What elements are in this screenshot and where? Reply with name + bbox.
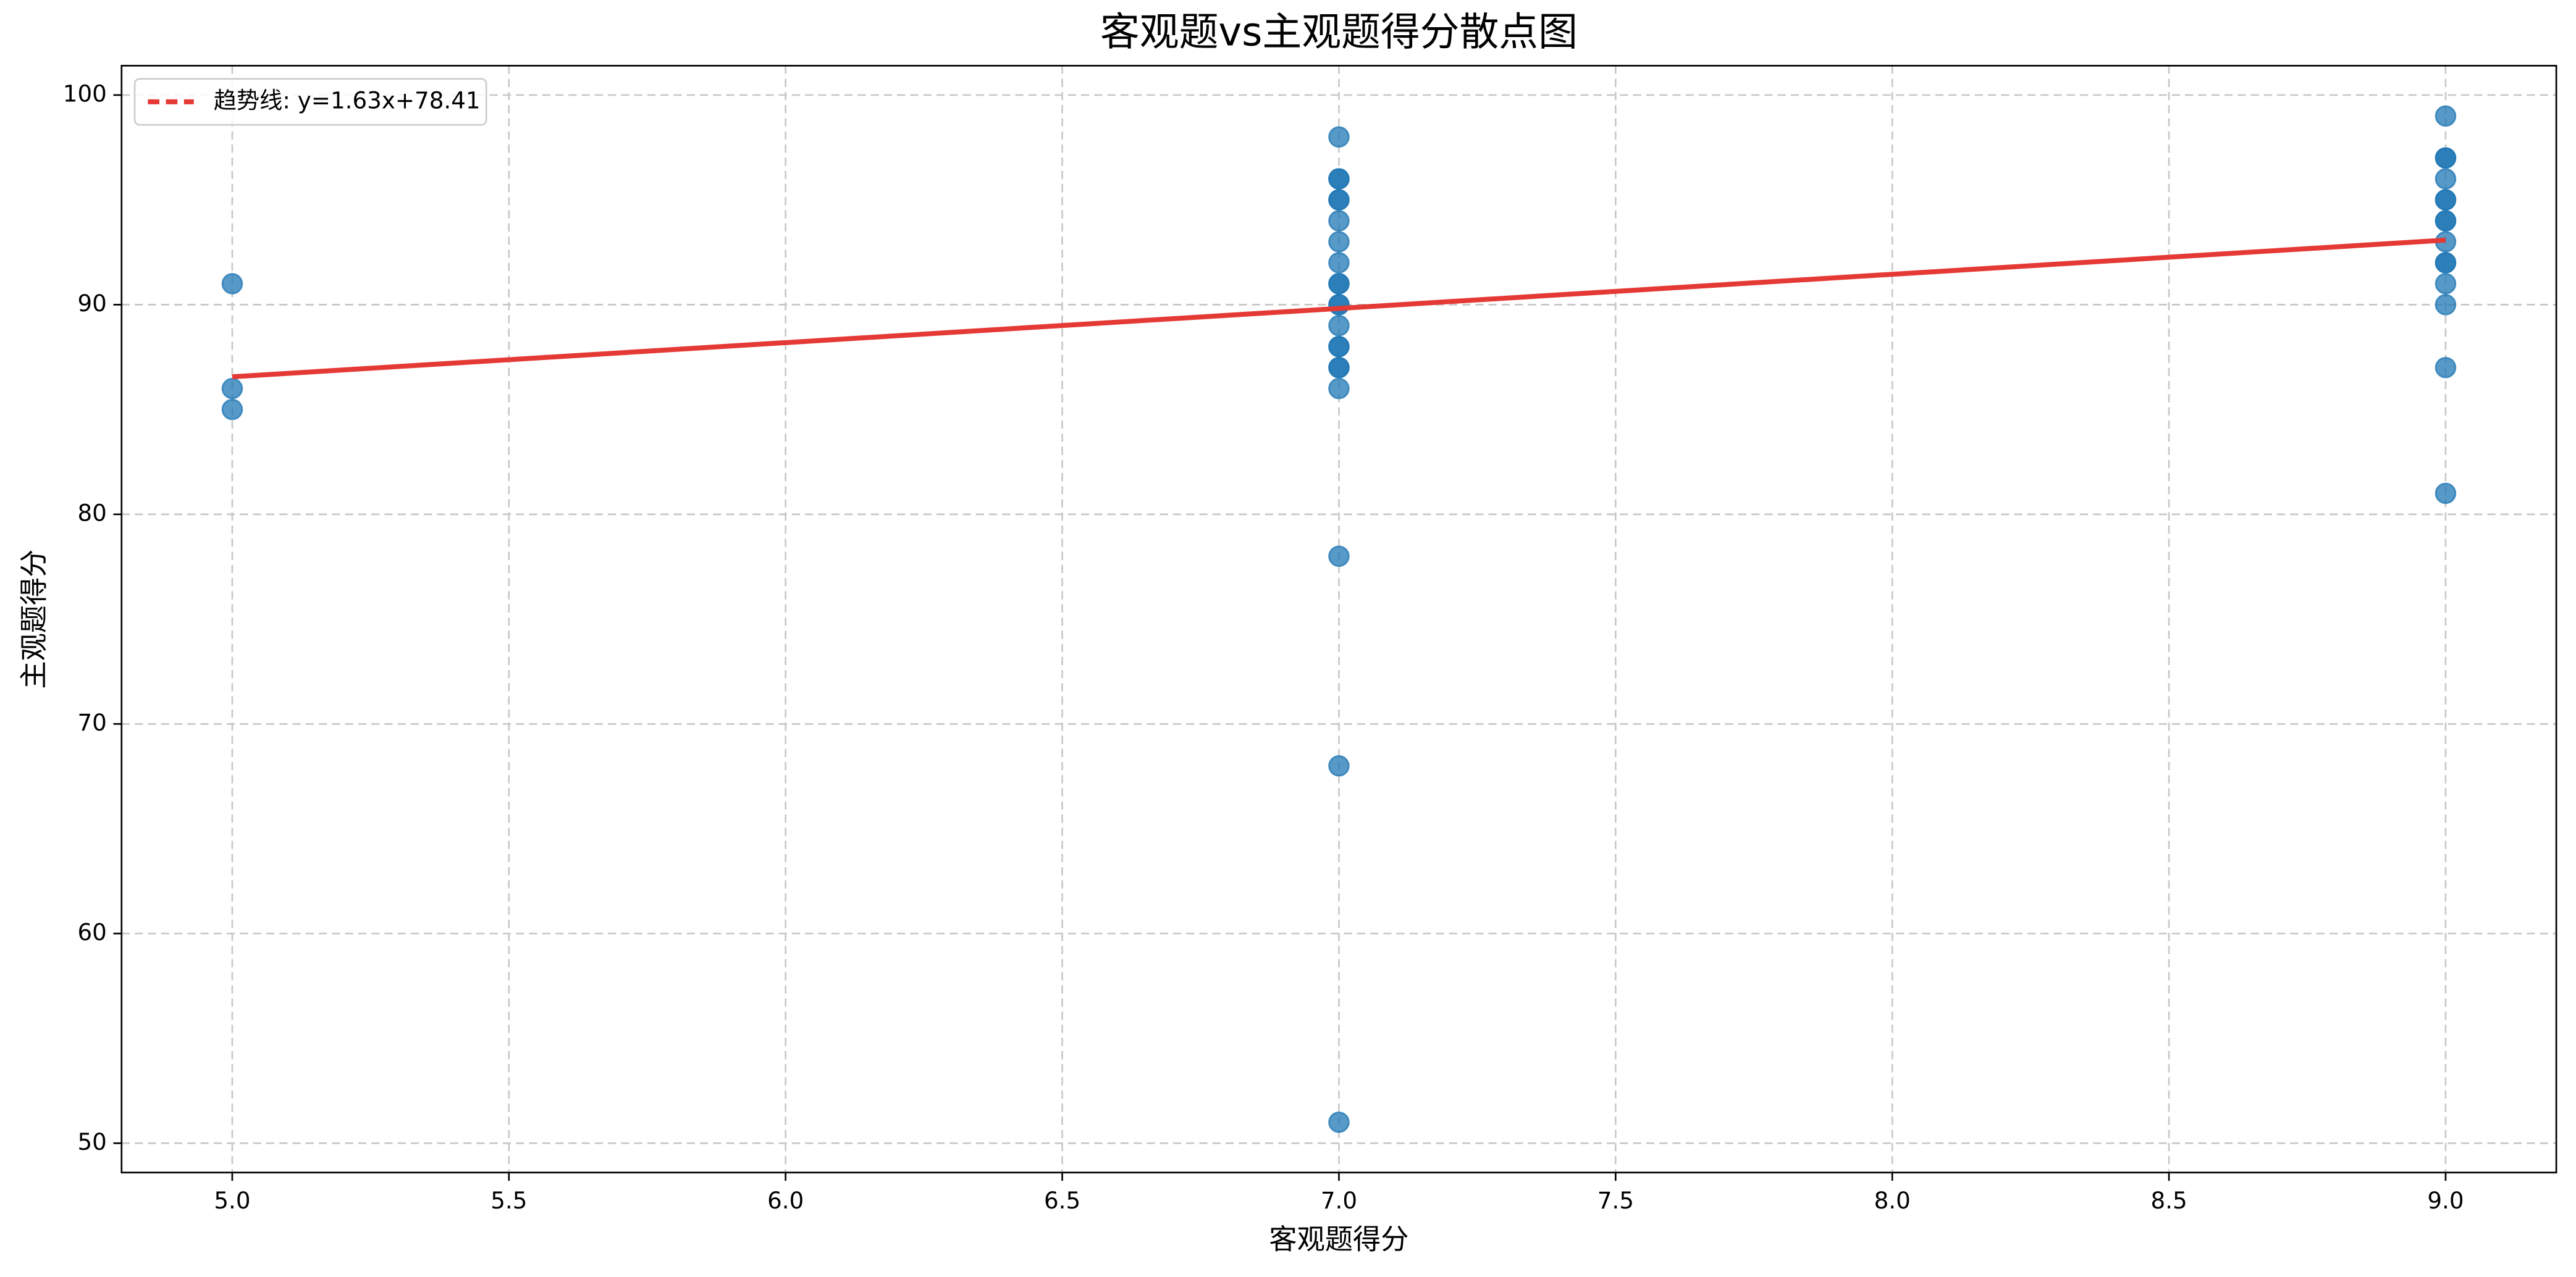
scatter-point [1328, 231, 1350, 253]
scatter-point [1328, 755, 1350, 777]
y-axis-label: 主观题得分 [18, 550, 51, 689]
scatter-point [1328, 126, 1350, 148]
x-tick-label: 7.5 [1597, 1187, 1634, 1214]
scatter-point [221, 398, 243, 421]
y-tick-label: 60 [77, 918, 106, 945]
scatter-point [1328, 252, 1350, 274]
trend-line [232, 237, 2446, 380]
x-tick-label: 8.0 [1874, 1187, 1911, 1214]
x-tick-label: 5.5 [490, 1187, 527, 1214]
y-tick-label: 70 [77, 709, 106, 736]
scatter-point [221, 377, 243, 400]
y-tick-label: 80 [77, 499, 106, 526]
scatter-point [2435, 105, 2457, 127]
scatter-point [2435, 294, 2457, 316]
x-tick-label: 6.0 [767, 1187, 804, 1214]
scatter-point [2435, 482, 2457, 505]
x-axis-label: 客观题得分 [1269, 1223, 1408, 1256]
scatter-point [1328, 210, 1350, 232]
scatter-point [1328, 545, 1350, 567]
x-tick-label: 9.0 [2427, 1187, 2464, 1214]
scatter-point [1328, 377, 1350, 400]
scatter-point [1328, 356, 1350, 379]
scatter-point [1328, 189, 1350, 211]
legend-box [133, 78, 487, 126]
scatter-point [2435, 356, 2457, 379]
scatter-point [2435, 273, 2457, 295]
scatter-point [2435, 147, 2457, 169]
x-tick-label: 6.5 [1044, 1187, 1080, 1214]
y-tick-label: 50 [77, 1128, 106, 1155]
scatter-point [221, 273, 243, 295]
chart-title: 客观题vs主观题得分散点图 [1100, 9, 1578, 55]
x-tick-label: 7.0 [1321, 1187, 1357, 1214]
scatter-point [2435, 168, 2457, 190]
scatter-point [1328, 168, 1350, 190]
scatter-point [1328, 294, 1350, 316]
scatter-point [2435, 252, 2457, 274]
x-tick-label: 8.5 [2150, 1187, 2187, 1214]
y-tick-label: 100 [63, 80, 107, 107]
scatter-point [2435, 210, 2457, 232]
x-tick-label: 5.0 [214, 1187, 250, 1214]
plot-frame [120, 65, 2557, 1174]
scatter-point [2435, 189, 2457, 211]
scatter-point [1328, 273, 1350, 295]
scatter-point [1328, 1112, 1350, 1133]
y-tick-label: 90 [77, 290, 106, 317]
scatter-point [1328, 336, 1350, 358]
scatter-point [1328, 315, 1350, 337]
legend-label: 趋势线: y=1.63x+78.41 [214, 86, 481, 114]
